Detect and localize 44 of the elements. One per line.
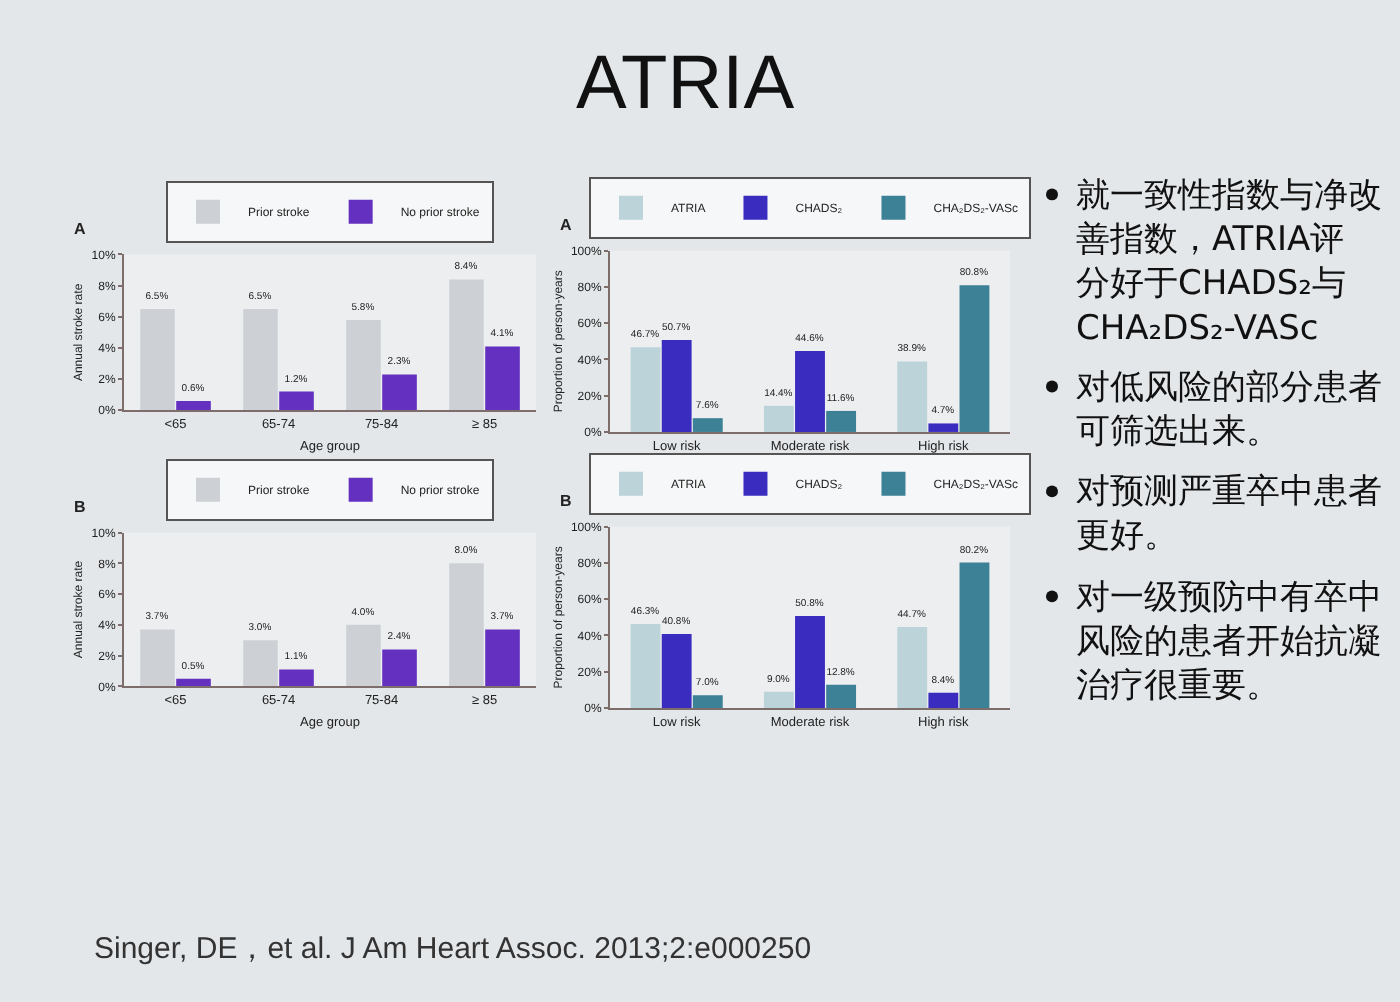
bar (279, 669, 314, 687)
bar (897, 361, 928, 432)
bar (176, 678, 211, 687)
bar (140, 309, 175, 411)
bar (346, 319, 381, 411)
bar (795, 615, 825, 709)
bar (928, 692, 959, 709)
bar (661, 339, 692, 432)
bar (243, 309, 278, 411)
text: 对预测严重卒中患者更好。 (1076, 472, 1382, 557)
bar (449, 279, 484, 411)
text: Singer, DE，et al. J Am Heart Assoc. 2013;2:e000250 (94, 932, 812, 966)
text: 对一级预防中有卒中风险的患者开始抗凝治疗很重要。 (1076, 578, 1382, 707)
bar (346, 624, 381, 687)
bar (630, 347, 661, 432)
bar (826, 410, 857, 432)
chart-title: A (74, 220, 86, 238)
bar (630, 624, 661, 709)
bar (243, 640, 278, 687)
bar (382, 649, 417, 687)
bar (485, 629, 520, 687)
bar (763, 405, 794, 432)
bar (959, 562, 990, 709)
chart-title: B (74, 498, 86, 516)
bar (485, 346, 520, 411)
bar (279, 391, 314, 411)
bar (692, 695, 723, 709)
bar (140, 629, 175, 687)
bar (826, 684, 857, 709)
text: 就一致性指数与净改善指数，ATRIA评分好于CHADS₂与CHA₂DS₂-VASc (1076, 176, 1382, 349)
bar (661, 634, 692, 709)
bar (795, 351, 825, 432)
bar (897, 626, 928, 709)
bar (763, 691, 794, 709)
bar (928, 423, 959, 432)
chart-title: A (560, 216, 572, 234)
bar (449, 563, 484, 687)
chart-title: B (560, 492, 572, 510)
bar (382, 374, 417, 411)
bar (959, 285, 990, 432)
bar (176, 400, 211, 411)
text: ATRIA (576, 42, 796, 126)
text: 对低风险的部分患者可筛选出来。 (1076, 368, 1382, 453)
bar (692, 418, 723, 432)
